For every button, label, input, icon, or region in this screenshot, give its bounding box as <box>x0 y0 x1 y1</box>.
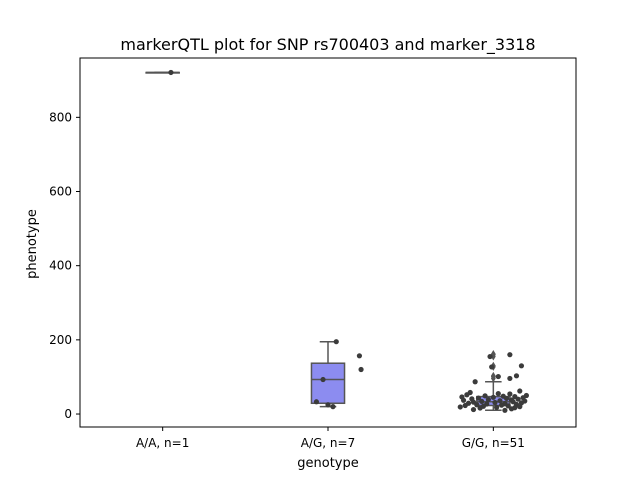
data-point <box>517 388 523 394</box>
data-point <box>464 392 470 398</box>
data-point <box>479 398 485 405</box>
data-point <box>325 402 331 408</box>
data-point <box>472 379 478 385</box>
x-tick-label: A/A, n=1 <box>136 436 189 450</box>
data-point <box>462 402 468 409</box>
data-point <box>475 395 482 401</box>
data-point <box>497 398 503 404</box>
data-point <box>358 366 364 373</box>
data-point <box>513 373 520 379</box>
data-point <box>503 395 510 402</box>
x-axis-label: genotype <box>297 456 358 471</box>
y-tick-label: 200 <box>49 333 72 347</box>
y-tick-label: 600 <box>49 185 72 199</box>
data-point <box>499 402 505 408</box>
data-point <box>505 403 511 409</box>
data-point <box>460 397 467 403</box>
data-point <box>507 375 513 382</box>
data-point <box>477 405 483 411</box>
data-point <box>333 339 339 345</box>
y-tick-label: 0 <box>64 407 72 421</box>
data-point <box>457 404 463 410</box>
data-point <box>502 407 508 413</box>
data-point <box>494 404 500 410</box>
data-point <box>489 364 495 370</box>
y-tick-label: 400 <box>49 259 72 273</box>
data-point <box>518 363 525 369</box>
data-point <box>508 406 515 412</box>
data-point <box>320 376 326 383</box>
data-point <box>168 69 174 76</box>
data-point <box>495 391 501 397</box>
data-point <box>490 394 496 400</box>
chart-title: markerQTL plot for SNP rs700403 and mark… <box>120 35 535 55</box>
data-point <box>485 396 491 403</box>
data-point <box>492 399 498 406</box>
data-point <box>313 399 320 405</box>
data-point <box>482 393 488 399</box>
box-iqr <box>310 362 346 405</box>
data-point <box>330 404 336 410</box>
x-tick-label: A/G, n=7 <box>301 436 355 450</box>
data-point <box>470 406 477 413</box>
y-tick-label: 800 <box>49 110 72 124</box>
data-point <box>356 353 363 359</box>
x-tick-label: G/G, n=51 <box>462 436 525 450</box>
data-point <box>495 373 501 380</box>
data-point <box>487 353 493 360</box>
data-point <box>507 391 513 397</box>
plot-area: 0 200 400 600 800 A/A, n=1 A/G, n=7 G/G, n=51 <box>49 57 577 450</box>
y-axis-label: phenotype <box>25 209 40 279</box>
data-point <box>515 396 521 402</box>
outlier-marker <box>490 371 496 380</box>
data-point <box>507 352 513 358</box>
data-point <box>474 402 480 408</box>
data-point <box>517 404 523 410</box>
